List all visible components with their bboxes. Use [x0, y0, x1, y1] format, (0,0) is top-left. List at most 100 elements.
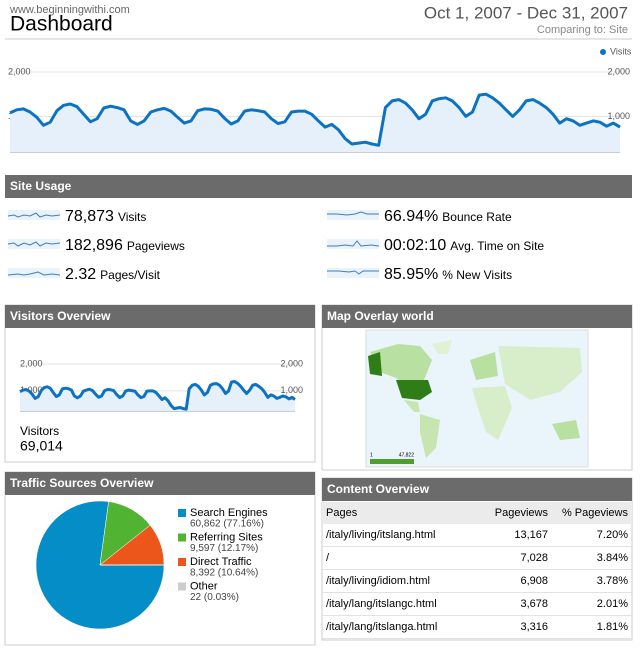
column-header: Pageviews	[495, 507, 549, 519]
panel-header	[322, 305, 632, 328]
line	[9, 92, 621, 147]
line	[19, 380, 296, 411]
table-cell: 6,908	[520, 575, 548, 587]
panel-title: Site Usage	[10, 179, 72, 193]
date-range[interactable]: Oct 1, 2007 - Dec 31, 2007	[424, 3, 628, 22]
sparkline	[327, 240, 380, 247]
sparkline	[7, 241, 61, 247]
legend-swatch	[178, 558, 186, 566]
sparkline-bg	[327, 239, 379, 249]
metric-label: Visitors	[20, 424, 59, 438]
europe	[470, 352, 498, 380]
world-map: 1 47,822	[365, 329, 589, 468]
table-cell[interactable]: /italy/living/itslang.html	[326, 529, 435, 541]
sparkline	[327, 211, 379, 216]
map-legend-max: 47,822	[399, 452, 415, 458]
panel-title[interactable]: Content Overview	[327, 482, 430, 496]
metric-label: Avg. Time on Site	[450, 239, 544, 253]
legend-swatch	[178, 533, 186, 542]
sparkline	[327, 270, 379, 275]
south-america	[420, 414, 440, 458]
greenland	[432, 340, 452, 354]
asia	[498, 346, 582, 400]
legend-label: Visits	[610, 46, 632, 56]
legend-value: 8,392 (10.64%)	[190, 568, 258, 579]
content-table: Pages Pageviews % Pageviews/italy/living/i…	[322, 507, 632, 639]
legend-swatch	[178, 509, 186, 517]
metric-value: 69,014	[20, 438, 63, 454]
legend-value: 22 (0.03%)	[190, 592, 239, 603]
metric-label: Pages/Visit	[100, 268, 160, 282]
table-cell[interactable]: /italy/lang/itslanga.html	[326, 621, 437, 633]
australia	[552, 420, 580, 440]
table-cell[interactable]: /italy/lang/itslangc.html	[326, 598, 437, 610]
y-tick-label: 2,000	[8, 66, 31, 76]
map-legend-bar	[370, 459, 414, 464]
legend-label[interactable]: Direct Traffic	[190, 556, 252, 568]
panel-title[interactable]: Visitors Overview	[10, 309, 111, 323]
panel-header	[322, 478, 632, 501]
panel-header	[5, 175, 632, 198]
metric-value[interactable]: 2.32	[65, 266, 96, 283]
legend-swatch	[600, 49, 606, 55]
sparkline-bg	[327, 268, 379, 278]
sparkline-bg	[8, 239, 60, 249]
column-header: Pages	[326, 507, 358, 519]
legend-label[interactable]: Search Engines	[190, 507, 268, 519]
map-legend-min: 1	[370, 452, 373, 458]
y-tick-label: 1,000	[607, 111, 630, 121]
y-tick-label: 2,000	[607, 66, 630, 76]
panel-title[interactable]: Traffic Sources Overview	[10, 476, 154, 490]
legend-label[interactable]: Other	[190, 580, 218, 592]
table-cell[interactable]: /	[326, 552, 330, 564]
site-name: www.beginningwithi.com	[9, 4, 130, 16]
metric-value[interactable]: 85.95%	[384, 266, 438, 283]
y-tick-label: 2,000	[280, 358, 303, 368]
column-header: % Pageviews	[562, 507, 629, 519]
africa	[472, 386, 512, 440]
usa	[396, 380, 432, 400]
sparkline-bg	[327, 210, 379, 220]
y-tick-label: 1,000	[20, 385, 43, 395]
canada	[370, 344, 432, 384]
legend-value: 60,862 (77.16%)	[190, 519, 264, 530]
sparkline-bg	[8, 210, 60, 220]
metric-label: % New Visits	[442, 268, 512, 282]
metric-value[interactable]: 182,896	[65, 237, 123, 254]
table-cell: 2.01%	[597, 598, 628, 610]
sparkline	[7, 212, 61, 218]
table-cell: 13,167	[514, 529, 548, 541]
panel-title[interactable]: Map Overlay world	[327, 309, 434, 323]
panel-header	[5, 472, 315, 495]
visitors-chart: 1,000 1,000 2,000 2,000	[19, 358, 303, 412]
table-cell: 3.84%	[597, 552, 628, 564]
alaska	[368, 352, 382, 376]
y-tick-label: 1,000	[280, 385, 303, 395]
table-cell[interactable]: /italy/living/idiom.html	[326, 575, 430, 587]
metric-value[interactable]: 66.94%	[384, 208, 438, 225]
legend-label[interactable]: Referring Sites	[190, 531, 263, 543]
site-usage: 78,873 Visits 182,896 Pageviews 2.32 Pages/Vi…	[7, 208, 544, 283]
legend-swatch	[178, 582, 186, 591]
y-tick-label: 2,000	[20, 358, 43, 368]
table-cell: 3,316	[520, 621, 548, 633]
metric-label: Visits	[118, 210, 146, 224]
mexico	[404, 400, 420, 412]
metric-value[interactable]: 78,873	[65, 208, 114, 225]
page-title: Dashboard	[10, 13, 113, 36]
table-cell: 1.81%	[597, 621, 628, 633]
table-cell: 3,678	[520, 598, 548, 610]
metric-value[interactable]: 00:02:10	[384, 237, 446, 254]
table-cell: 7,028	[520, 552, 548, 564]
table-cell: 7.20%	[597, 529, 628, 541]
table-cell: 3.78%	[597, 575, 628, 587]
metric-label: Pageviews	[127, 239, 185, 253]
sparkline	[7, 271, 61, 276]
table-header	[322, 502, 632, 524]
area	[10, 94, 620, 152]
panel-header	[5, 305, 315, 328]
comparison: Comparing to: Site	[537, 24, 628, 36]
